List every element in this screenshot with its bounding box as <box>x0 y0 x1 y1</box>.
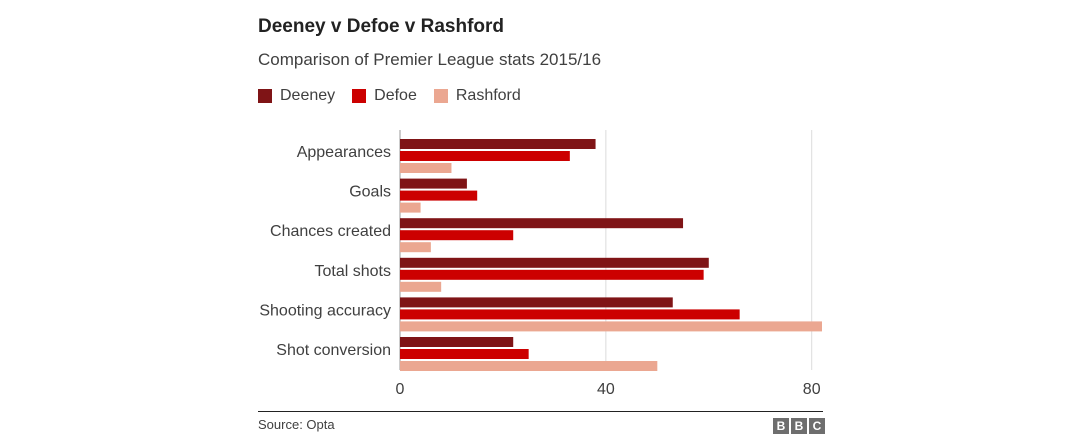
legend-swatch <box>433 89 448 103</box>
bar-deeney <box>400 257 709 268</box>
legend-item: Defoe <box>352 87 417 105</box>
bar-rashford <box>400 242 431 253</box>
bbc-logo-letter: B <box>791 418 807 434</box>
chart-title: Deeney v Defoe v Rashford <box>258 16 505 37</box>
bar-deeney <box>400 218 684 229</box>
bar-rashford <box>400 281 442 292</box>
bar-rashford <box>400 361 658 371</box>
legend-label: Rashford <box>455 87 521 104</box>
legend-swatch <box>258 89 272 103</box>
source-note: Source: Opta <box>258 417 335 432</box>
legend-label: Deeney <box>280 87 336 104</box>
chart-subtitle: Comparison of Premier League stats 2015/… <box>258 50 602 69</box>
bar-rashford <box>400 202 421 213</box>
bar-defoe <box>400 190 478 201</box>
bar-deeney <box>400 178 467 189</box>
category-label: Appearances <box>297 144 391 161</box>
category-label: Total shots <box>315 263 391 280</box>
bar-defoe <box>400 349 529 359</box>
bar-deeney <box>400 297 673 308</box>
category-label: Goals <box>349 184 391 201</box>
x-tick-label: 0 <box>396 381 405 398</box>
category-label: Shooting accuracy <box>259 302 391 319</box>
bar-deeney <box>400 337 514 347</box>
bar-defoe <box>400 309 740 320</box>
bar-rashford <box>400 321 822 332</box>
category-label: Shot conversion <box>276 342 391 359</box>
bar-defoe <box>400 151 570 161</box>
legend-label: Defoe <box>374 87 417 104</box>
legend-swatch <box>352 89 367 103</box>
bar-defoe <box>400 230 514 241</box>
legend-item: Rashford <box>433 87 521 105</box>
bar-rashford <box>400 163 452 173</box>
bar-deeney <box>400 139 596 149</box>
x-tick-label: 80 <box>803 381 821 398</box>
bbc-logo-letter: C <box>809 418 825 434</box>
x-tick-label: 40 <box>597 381 615 398</box>
footer-divider <box>258 411 823 412</box>
legend: Deeney Defoe Rashford <box>258 87 538 105</box>
bbc-logo: B B C <box>771 418 825 434</box>
legend-item: Deeney <box>258 87 335 105</box>
bar-defoe <box>400 269 704 280</box>
category-label: Chances created <box>270 223 391 240</box>
bbc-logo-letter: B <box>773 418 789 434</box>
